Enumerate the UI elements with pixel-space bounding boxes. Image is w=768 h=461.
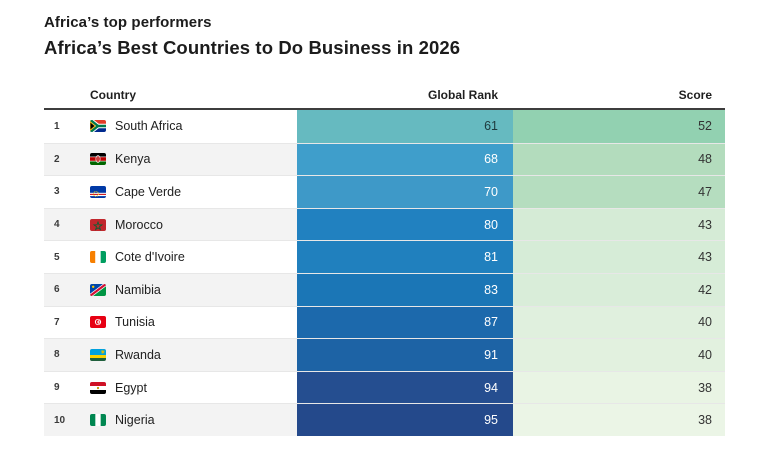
kicker: Africa’s top performers bbox=[44, 14, 212, 31]
global-rank-cell: 80 bbox=[297, 208, 513, 241]
table-row: 7 Tunisia 87 40 bbox=[44, 305, 725, 339]
score-cell: 43 bbox=[513, 241, 725, 273]
flag-cape-verde-icon bbox=[90, 185, 106, 198]
global-rank-cell: 83 bbox=[297, 273, 513, 306]
country-name: Rwanda bbox=[115, 347, 161, 362]
row-rank-number: 10 bbox=[54, 414, 66, 426]
table-row: 3 Cape Verde 70 47 bbox=[44, 175, 725, 208]
table-row: 1 South Africa 61 52 bbox=[44, 110, 725, 143]
global-rank-cell: 70 bbox=[297, 176, 513, 208]
row-rank-number: 3 bbox=[54, 186, 60, 198]
global-rank-cell: 94 bbox=[297, 371, 513, 404]
score-column-header: Score bbox=[678, 88, 712, 102]
score-cell: 40 bbox=[513, 306, 725, 339]
flag-rwanda-icon bbox=[90, 348, 106, 361]
flag-cote-divoire-icon bbox=[90, 251, 106, 264]
score-cell: 42 bbox=[513, 273, 725, 306]
country-name: Namibia bbox=[115, 282, 161, 297]
country-name: Tunisia bbox=[115, 315, 155, 330]
country-cell: Morocco bbox=[90, 209, 297, 241]
flag-egypt-icon bbox=[90, 381, 106, 394]
global-rank-cell: 95 bbox=[297, 404, 513, 436]
global-rank-cell: 91 bbox=[297, 339, 513, 371]
score-cell: 43 bbox=[513, 208, 725, 241]
country-name: Cote d'Ivoire bbox=[115, 250, 185, 265]
row-rank-number: 9 bbox=[54, 382, 60, 394]
row-rank-number: 6 bbox=[54, 284, 60, 296]
country-name: Nigeria bbox=[115, 413, 155, 428]
global-rank-column-header: Global Rank bbox=[427, 88, 498, 102]
global-rank-cell: 81 bbox=[297, 241, 513, 273]
flag-kenya-icon bbox=[90, 153, 106, 166]
country-cell: Cape Verde bbox=[90, 176, 297, 208]
score-cell: 47 bbox=[513, 176, 725, 208]
page-title: Africa’s Best Countries to Do Business i… bbox=[44, 37, 461, 58]
country-cell: Nigeria bbox=[90, 404, 297, 436]
flag-namibia-icon bbox=[90, 283, 106, 296]
country-name: Cape Verde bbox=[115, 184, 182, 199]
country-cell: Namibia bbox=[90, 274, 297, 306]
score-cell: 48 bbox=[513, 143, 725, 176]
global-rank-cell: 87 bbox=[297, 306, 513, 339]
country-name: South Africa bbox=[115, 119, 183, 134]
table-row: 5 Cote d'Ivoire 81 43 bbox=[44, 240, 725, 273]
table-row: 6 Namibia 83 42 bbox=[44, 272, 725, 306]
country-name: Morocco bbox=[115, 217, 163, 232]
row-rank-number: 7 bbox=[54, 316, 60, 328]
country-cell: Rwanda bbox=[90, 339, 297, 371]
flag-nigeria-icon bbox=[90, 414, 106, 427]
row-rank-number: 8 bbox=[54, 349, 60, 361]
table-row: 8 Rwanda 91 40 bbox=[44, 338, 725, 371]
country-column-header: Country bbox=[90, 88, 136, 102]
global-rank-cell: 61 bbox=[297, 110, 513, 143]
flag-south-africa-icon bbox=[90, 120, 106, 133]
country-cell: Egypt bbox=[90, 372, 297, 404]
score-cell: 38 bbox=[513, 371, 725, 404]
country-cell: Tunisia bbox=[90, 307, 297, 339]
row-rank-number: 5 bbox=[54, 251, 60, 263]
country-cell: South Africa bbox=[90, 110, 297, 143]
score-cell: 38 bbox=[513, 404, 725, 436]
table-row: 4 Morocco 80 43 bbox=[44, 207, 725, 241]
row-rank-number: 1 bbox=[54, 120, 60, 132]
country-cell: Cote d'Ivoire bbox=[90, 241, 297, 273]
table-row: 10 Nigeria 95 38 bbox=[44, 403, 725, 436]
row-rank-number: 4 bbox=[54, 219, 60, 231]
country-name: Kenya bbox=[115, 152, 151, 167]
score-cell: 40 bbox=[513, 339, 725, 371]
country-cell: Kenya bbox=[90, 144, 297, 176]
table-row: 2 Kenya 68 48 bbox=[44, 142, 725, 176]
score-cell: 52 bbox=[513, 110, 725, 143]
table-row: 9 Egypt 94 38 bbox=[44, 370, 725, 404]
country-name: Egypt bbox=[115, 380, 147, 395]
flag-tunisia-icon bbox=[90, 316, 106, 329]
ranking-table: Country Global Rank Score 1 South Africa… bbox=[44, 84, 725, 436]
flag-morocco-icon bbox=[90, 218, 106, 231]
row-rank-number: 2 bbox=[54, 153, 60, 165]
table-header-row: Country Global Rank Score bbox=[44, 84, 725, 110]
global-rank-cell: 68 bbox=[297, 143, 513, 176]
